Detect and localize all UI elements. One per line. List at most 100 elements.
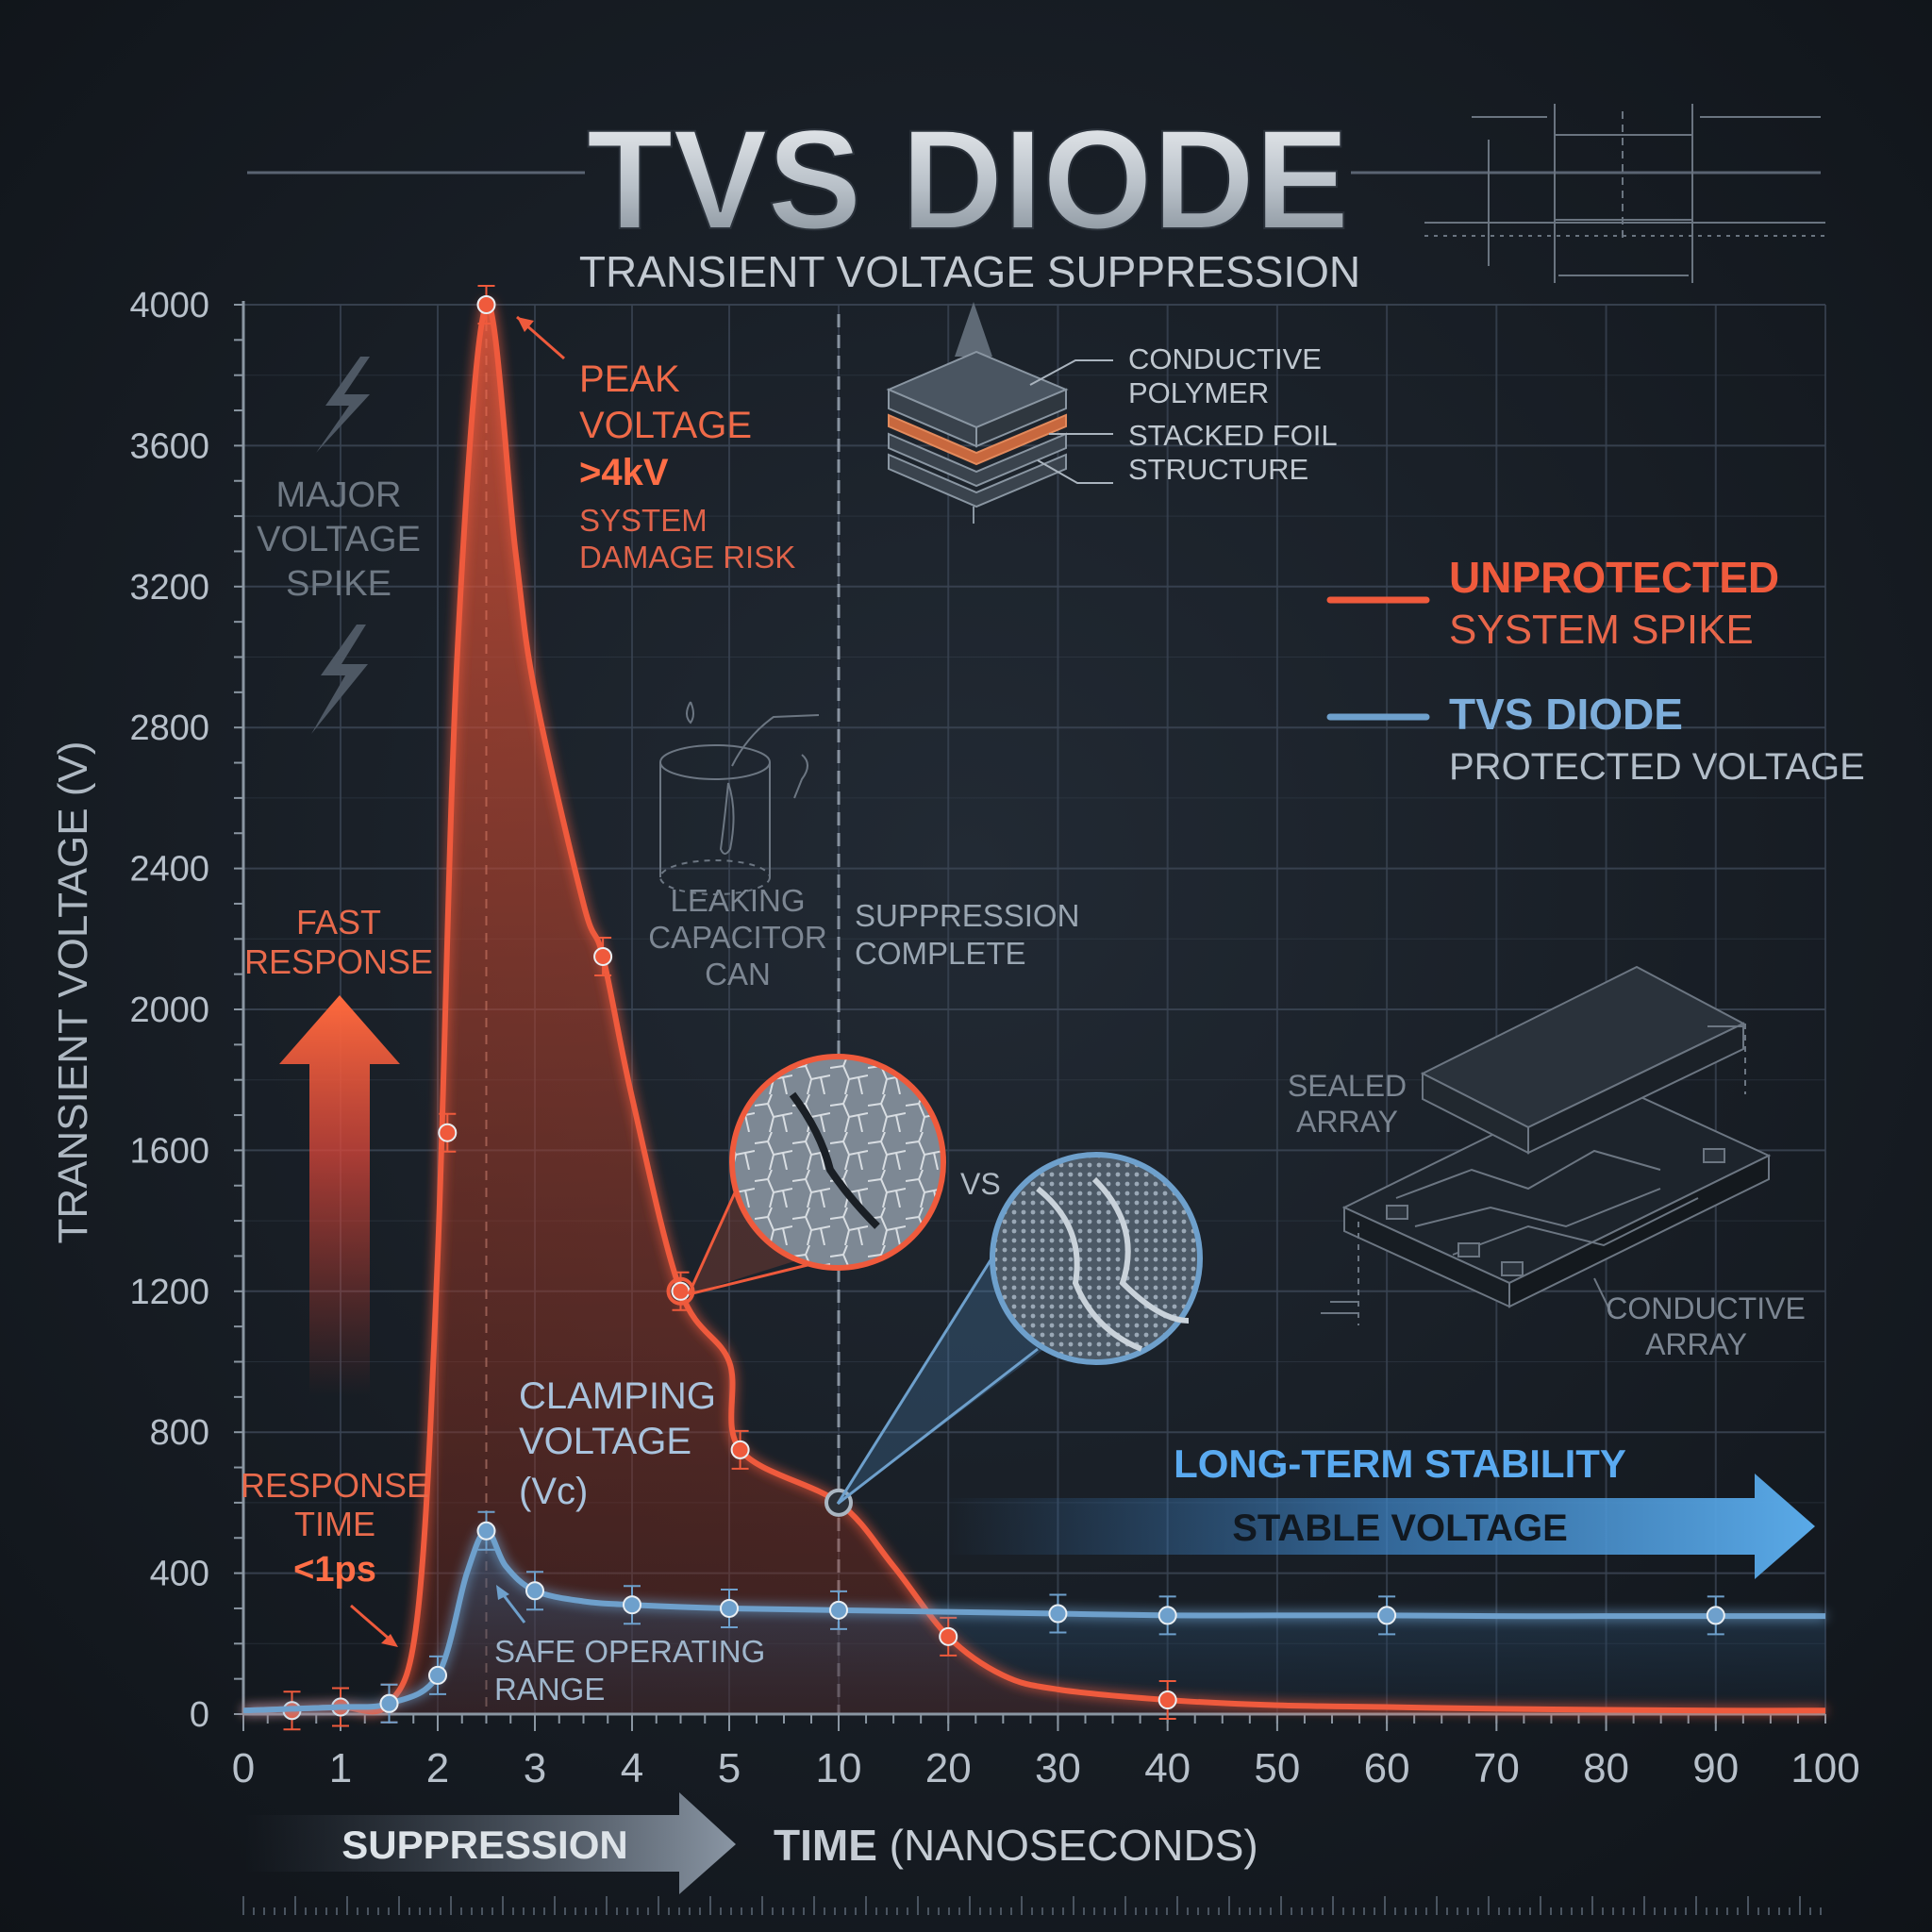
y-tick-label: 0 (190, 1695, 209, 1735)
x-tick-label: 0 (232, 1745, 255, 1791)
response-pointer-head (381, 1634, 398, 1647)
data-point (1706, 1606, 1725, 1625)
spike-label-1: MAJOR (276, 475, 402, 515)
polymer-label-2: POLYMER (1128, 376, 1269, 409)
axes (234, 301, 1826, 1731)
y-tick-label: 400 (150, 1555, 209, 1594)
y-tick-label: 2000 (129, 991, 209, 1030)
y-tick-label: 4000 (129, 286, 209, 325)
conductive-array-magnifier (836, 1152, 1203, 1506)
x-tick-label: 3 (524, 1745, 546, 1791)
data-point (428, 1665, 447, 1685)
x-axis-title-bold: TIME (774, 1821, 877, 1870)
data-point (1158, 1690, 1177, 1710)
leak-label-2: CAPACITOR (648, 920, 826, 955)
x-tick-label: 4 (621, 1745, 643, 1791)
stable-voltage-arrow (943, 1474, 1815, 1579)
data-point (939, 1626, 958, 1646)
page-subtitle: TRANSIENT VOLTAGE SUPPRESSION (579, 247, 1360, 296)
bottom-ruler (242, 1896, 1822, 1915)
x-tick-label: 30 (1035, 1745, 1081, 1791)
y-tick-label: 3600 (129, 426, 209, 466)
legend-unprotected-desc: SYSTEM SPIKE (1449, 607, 1754, 653)
x-tick-label: 5 (718, 1745, 741, 1791)
y-axis-title: TRANSIENT VOLTAGE (V) (50, 741, 96, 1244)
data-point (525, 1581, 544, 1601)
cond-array-label-2: ARRAY (1645, 1327, 1747, 1361)
leaking-capacitor-icon (659, 701, 820, 895)
spike-label-2: VOLTAGE (257, 520, 421, 559)
polymer-label-1: CONDUCTIVE (1128, 342, 1322, 375)
data-point (671, 1281, 691, 1301)
series-layer (242, 285, 1826, 1731)
x-tick-label: 40 (1144, 1745, 1191, 1791)
data-point (623, 1595, 641, 1615)
x-tick-label: 10 (816, 1745, 862, 1791)
suppression-complete-2: COMPLETE (855, 936, 1026, 971)
data-point (438, 1123, 458, 1142)
cracked-surface-magnifier (687, 1054, 946, 1296)
peak-value: >4kV (579, 452, 669, 493)
x-tick-label: 80 (1583, 1745, 1629, 1791)
data-point (829, 1600, 848, 1620)
peak-pointer-head (517, 317, 534, 332)
data-point (1158, 1606, 1177, 1625)
series-area-0 (243, 303, 1825, 1715)
data-point (1377, 1606, 1397, 1625)
lightning-bolt-icon (316, 357, 370, 453)
damage-label-2: DAMAGE RISK (579, 540, 795, 575)
y-tick-label: 3200 (129, 568, 209, 608)
safe-label-2: RANGE (494, 1672, 605, 1707)
clamp-label-1: CLAMPING (519, 1375, 716, 1417)
peak-label-2: VOLTAGE (579, 405, 752, 446)
fast-label-1: FAST (296, 903, 381, 941)
y-tick-label: 2400 (129, 850, 209, 890)
x-tick-label: 1 (329, 1745, 352, 1791)
foil-label-2: STRUCTURE (1128, 453, 1308, 486)
x-tick-label: 100 (1790, 1745, 1859, 1791)
sealed-array-illustration (1321, 965, 1772, 1325)
data-point (1048, 1604, 1068, 1624)
x-tick-label: 20 (925, 1745, 972, 1791)
page-title: TVS DIODE (587, 100, 1349, 258)
response-pointer (350, 1604, 395, 1645)
data-point (730, 1440, 750, 1459)
series-area-1 (243, 1530, 1825, 1714)
response-value: <1ps (293, 1550, 376, 1590)
safe-pointer-head (496, 1585, 509, 1600)
damage-label-1: SYSTEM (579, 503, 708, 538)
y-tick-label: 800 (150, 1413, 209, 1453)
safe-label-1: SAFE OPERATING (494, 1634, 765, 1669)
stacked-foil-illustration (886, 302, 1113, 524)
y-tick-label: 2800 (129, 708, 209, 748)
fast-label-2: RESPONSE (244, 942, 433, 981)
data-point (593, 946, 613, 966)
x-tick-label: 70 (1474, 1745, 1520, 1791)
suppression-arrow-label: SUPPRESSION (341, 1823, 627, 1867)
sealed-label-1: SEALED (1288, 1069, 1407, 1103)
leak-label-3: CAN (705, 957, 771, 991)
clamp-label-2: VOLTAGE (519, 1421, 691, 1462)
suppression-complete-1: SUPPRESSION (855, 898, 1079, 933)
foil-label-1: STACKED FOIL (1128, 419, 1338, 452)
data-point (476, 295, 496, 314)
y-tick-label: 1600 (129, 1131, 209, 1171)
cond-array-label-1: CONDUCTIVE (1606, 1291, 1806, 1325)
tick-labels: 0 400 800 1200 1600 2000 2400 2800 3200 3600 4000 0… (129, 286, 1859, 1791)
spike-label-3: SPIKE (286, 564, 391, 604)
data-point (379, 1693, 399, 1713)
x-tick-label: 90 (1692, 1745, 1739, 1791)
highlight-point (666, 1276, 695, 1306)
series-line-0 (242, 300, 1826, 1715)
leak-label-1: LEAKING (670, 883, 805, 918)
fast-response-arrow (279, 995, 400, 1396)
x-tick-label: 50 (1254, 1745, 1300, 1791)
dimension-schematic (1424, 104, 1825, 283)
area-fills (243, 303, 1825, 1715)
data-point (476, 1521, 496, 1541)
legend-protected-desc: PROTECTED VOLTAGE (1449, 746, 1865, 788)
x-axis-title-rest: (NANOSECONDS) (890, 1821, 1258, 1870)
response-label-1: RESPONSE (241, 1466, 429, 1505)
